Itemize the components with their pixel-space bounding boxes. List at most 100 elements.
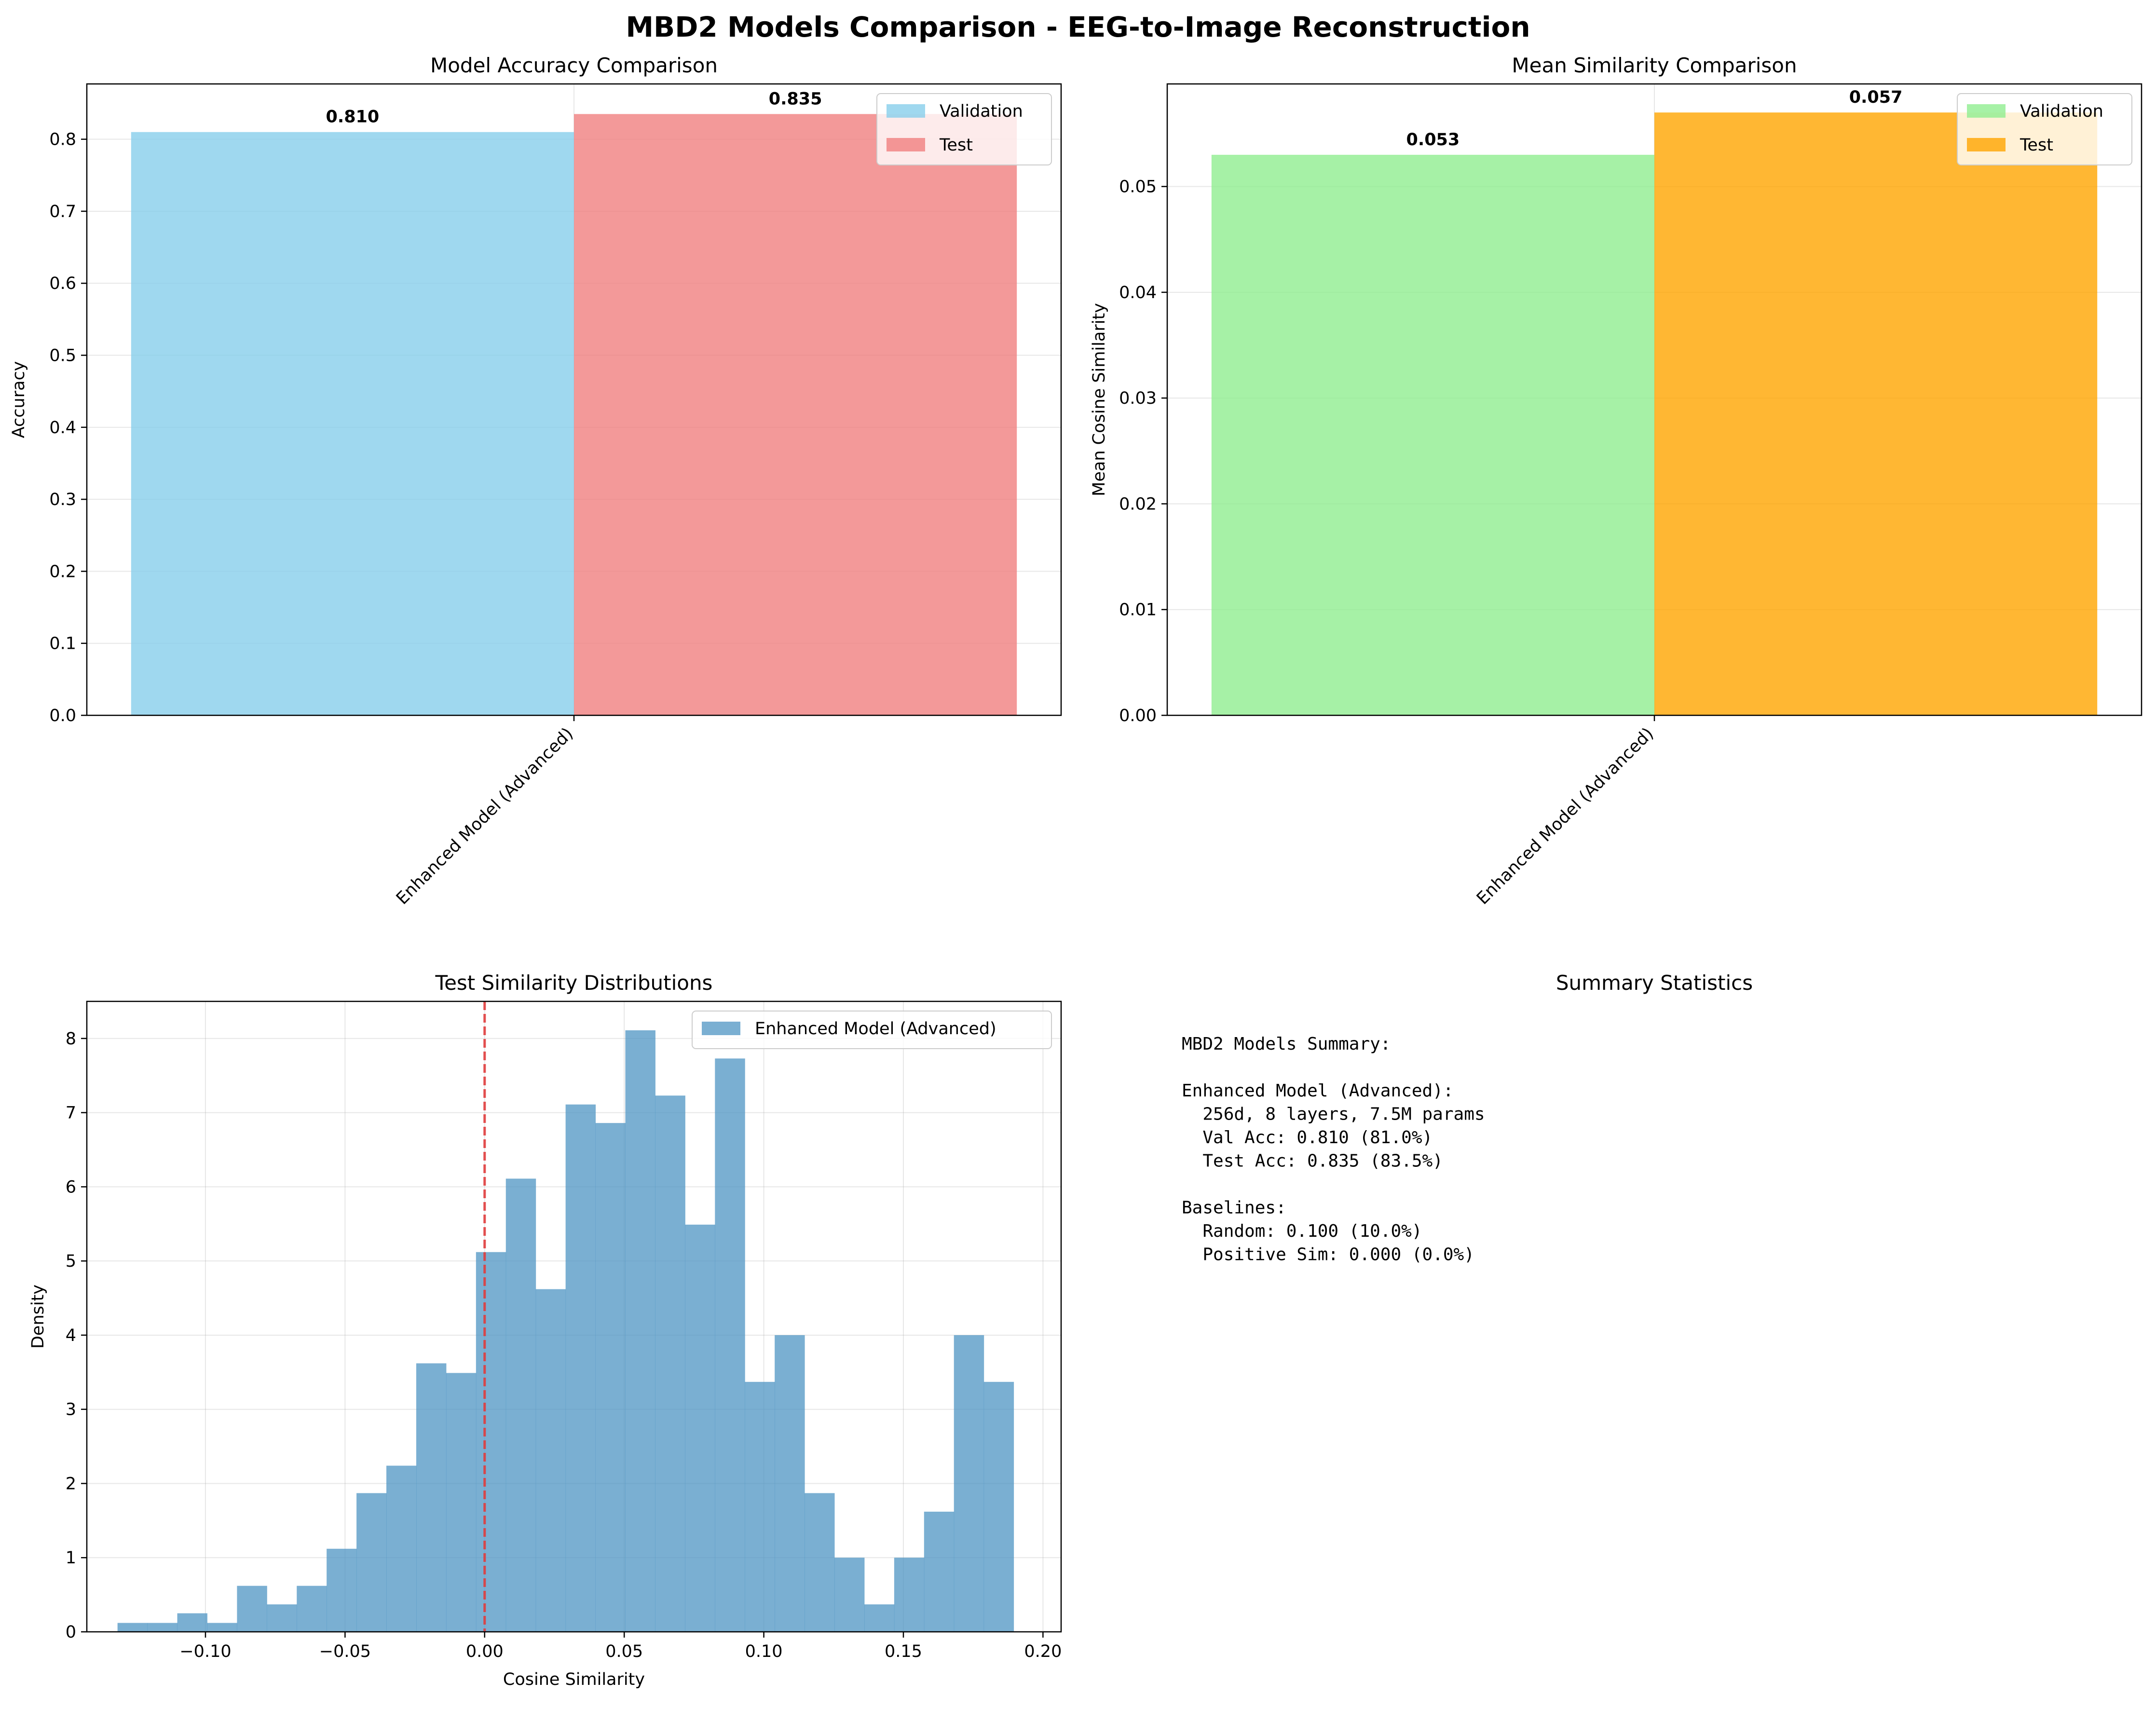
hist-bin — [715, 1058, 745, 1632]
hist-bin — [356, 1493, 387, 1632]
bar-test — [574, 114, 1017, 715]
legend-swatch — [1967, 138, 2006, 151]
hist-bin — [775, 1335, 805, 1632]
chart-title: Model Accuracy Comparison — [430, 54, 718, 77]
hist-bin — [297, 1586, 327, 1632]
y-tick-label: 1 — [66, 1548, 76, 1568]
chart-title: Test Similarity Distributions — [435, 971, 713, 995]
bar-validation — [131, 132, 574, 715]
hist-bin — [625, 1030, 655, 1632]
hist-bin — [894, 1558, 925, 1632]
hist-bin — [476, 1252, 506, 1632]
hist-bin — [505, 1178, 536, 1632]
hist-bin — [147, 1623, 178, 1632]
y-tick-label: 0.4 — [49, 418, 76, 438]
x-tick-label: −0.10 — [179, 1642, 231, 1661]
summary-line: Enhanced Model (Advanced): — [1182, 1081, 1454, 1101]
legend-label: Test — [2020, 136, 2053, 155]
legend-label: Validation — [2020, 102, 2103, 121]
legend-label: Test — [939, 136, 973, 155]
x-axis-label: Cosine Similarity — [503, 1670, 645, 1689]
legend-swatch — [702, 1022, 740, 1035]
bar-validation — [1211, 154, 1654, 715]
hist-bin — [267, 1604, 297, 1632]
x-tick-label: 0.10 — [745, 1642, 783, 1661]
accuracy-chart: Model Accuracy Comparison 0.0 0.1 0.2 0.3 0.4… — [9, 54, 1062, 908]
x-tick-label: 0.20 — [1024, 1642, 1062, 1661]
summary-line: 256d, 8 layers, 7.5M params — [1182, 1105, 1485, 1124]
hist-bin — [745, 1381, 775, 1632]
summary-line: Val Acc: 0.810 (81.0%) — [1182, 1128, 1433, 1148]
x-tick-label: 0.15 — [885, 1642, 922, 1661]
hist-bin — [327, 1548, 357, 1632]
histogram-chart: Test Similarity Distributions 0 1 2 3 4 5 6 7 8 −0… — [28, 971, 1062, 1689]
x-tick-label: 0.00 — [466, 1642, 504, 1661]
summary-line: Baselines: — [1182, 1198, 1286, 1218]
legend-box — [692, 1011, 1052, 1049]
chart-title: Summary Statistics — [1556, 971, 1753, 995]
y-tick-label: 3 — [66, 1400, 76, 1420]
legend-swatch — [1967, 104, 2006, 118]
legend-swatch — [887, 104, 925, 118]
y-tick-label: 0.01 — [1119, 601, 1157, 620]
y-tick-label: 0.2 — [49, 562, 76, 581]
hist-bin — [535, 1289, 566, 1632]
bar-test — [1654, 112, 2098, 715]
bar-value-label: 0.835 — [769, 89, 822, 109]
hist-bin — [117, 1623, 148, 1632]
y-tick-label: 0.6 — [49, 274, 76, 293]
y-tick-label: 0.02 — [1119, 494, 1157, 514]
hist-bin — [805, 1493, 835, 1632]
x-tick-label: −0.05 — [319, 1642, 371, 1661]
hist-bin — [924, 1511, 955, 1632]
bar-value-label: 0.057 — [1849, 88, 1903, 107]
y-tick-label: 0.5 — [49, 346, 76, 366]
axes-frame — [86, 1000, 1062, 1633]
summary-line: Positive Sim: 0.000 (0.0%) — [1182, 1245, 1474, 1265]
hist-bin — [386, 1465, 417, 1632]
y-tick-label: 0.3 — [49, 490, 76, 509]
y-tick-label: 5 — [66, 1252, 76, 1271]
figure-suptitle: MBD2 Models Comparison - EEG-to-Image Re… — [626, 11, 1530, 43]
y-tick-label: 2 — [66, 1474, 76, 1493]
y-tick-label: 0.00 — [1119, 706, 1157, 725]
y-tick-label: 8 — [66, 1029, 76, 1049]
chart-title: Mean Similarity Comparison — [1512, 54, 1797, 77]
legend-label: Validation — [940, 102, 1023, 121]
x-tick-label: 0.05 — [605, 1642, 643, 1661]
y-axis-label: Accuracy — [9, 361, 28, 438]
hist-bin — [864, 1604, 895, 1632]
hist-bin — [954, 1335, 984, 1632]
y-tick-label: 0.8 — [49, 130, 76, 150]
y-tick-label: 4 — [66, 1326, 76, 1345]
hist-bin — [207, 1623, 237, 1632]
legend-swatch — [887, 138, 925, 151]
hist-bin — [595, 1123, 626, 1632]
hist-bin — [565, 1104, 596, 1632]
hist-bin — [834, 1558, 865, 1632]
hist-bin — [446, 1373, 477, 1632]
hist-bin — [685, 1224, 715, 1632]
summary-line: MBD2 Models Summary: — [1182, 1034, 1391, 1054]
y-axis-label: Density — [28, 1285, 48, 1349]
y-tick-label: 0.0 — [49, 706, 76, 725]
summary-panel: Summary Statistics MBD2 Models Summary: En… — [1182, 971, 1753, 1265]
y-axis-label: Mean Cosine Similarity — [1090, 303, 1109, 496]
y-tick-label: 0.7 — [49, 202, 76, 221]
y-tick-label: 6 — [66, 1177, 76, 1197]
y-tick-label: 0.03 — [1119, 389, 1157, 408]
summary-line: Random: 0.100 (10.0%) — [1182, 1221, 1422, 1241]
y-tick-label: 0.04 — [1119, 283, 1157, 302]
hist-bin — [416, 1363, 447, 1632]
hist-bin — [655, 1095, 685, 1632]
legend-label: Enhanced Model (Advanced) — [755, 1019, 996, 1039]
bar-value-label: 0.053 — [1406, 130, 1460, 150]
y-tick-label: 0 — [66, 1623, 76, 1642]
hist-bin — [177, 1613, 207, 1632]
y-tick-label: 0.1 — [49, 634, 76, 654]
y-tick-label: 0.05 — [1119, 178, 1157, 197]
y-tick-label: 7 — [66, 1104, 76, 1123]
hist-bin — [983, 1381, 1014, 1632]
summary-line: Test Acc: 0.835 (83.5%) — [1182, 1151, 1443, 1171]
